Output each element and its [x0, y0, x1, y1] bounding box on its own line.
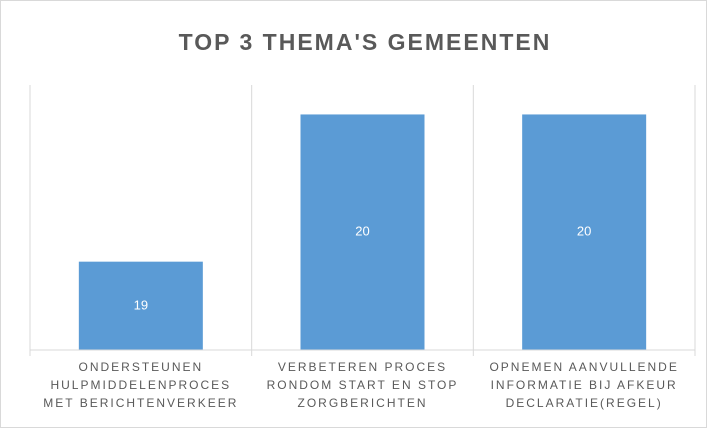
x-tick-label: ONDERSTEUNEN HULPMIDDELENPROCES MET BERI…: [43, 360, 239, 410]
chart-title: TOP 3 THEMA'S GEMEENTEN: [179, 29, 552, 55]
x-tick-label: VERBETEREN PROCES RONDOM START EN STOP Z…: [266, 360, 459, 410]
data-label: 19: [134, 297, 148, 312]
bar: [300, 114, 425, 350]
bar: [522, 114, 647, 350]
data-label: 20: [355, 224, 369, 239]
data-label: 20: [577, 224, 591, 239]
bar: [78, 261, 203, 350]
x-tick-label: OPNEMEN AANVULLENDE INFORMATIE BIJ AFKEU…: [489, 360, 679, 410]
